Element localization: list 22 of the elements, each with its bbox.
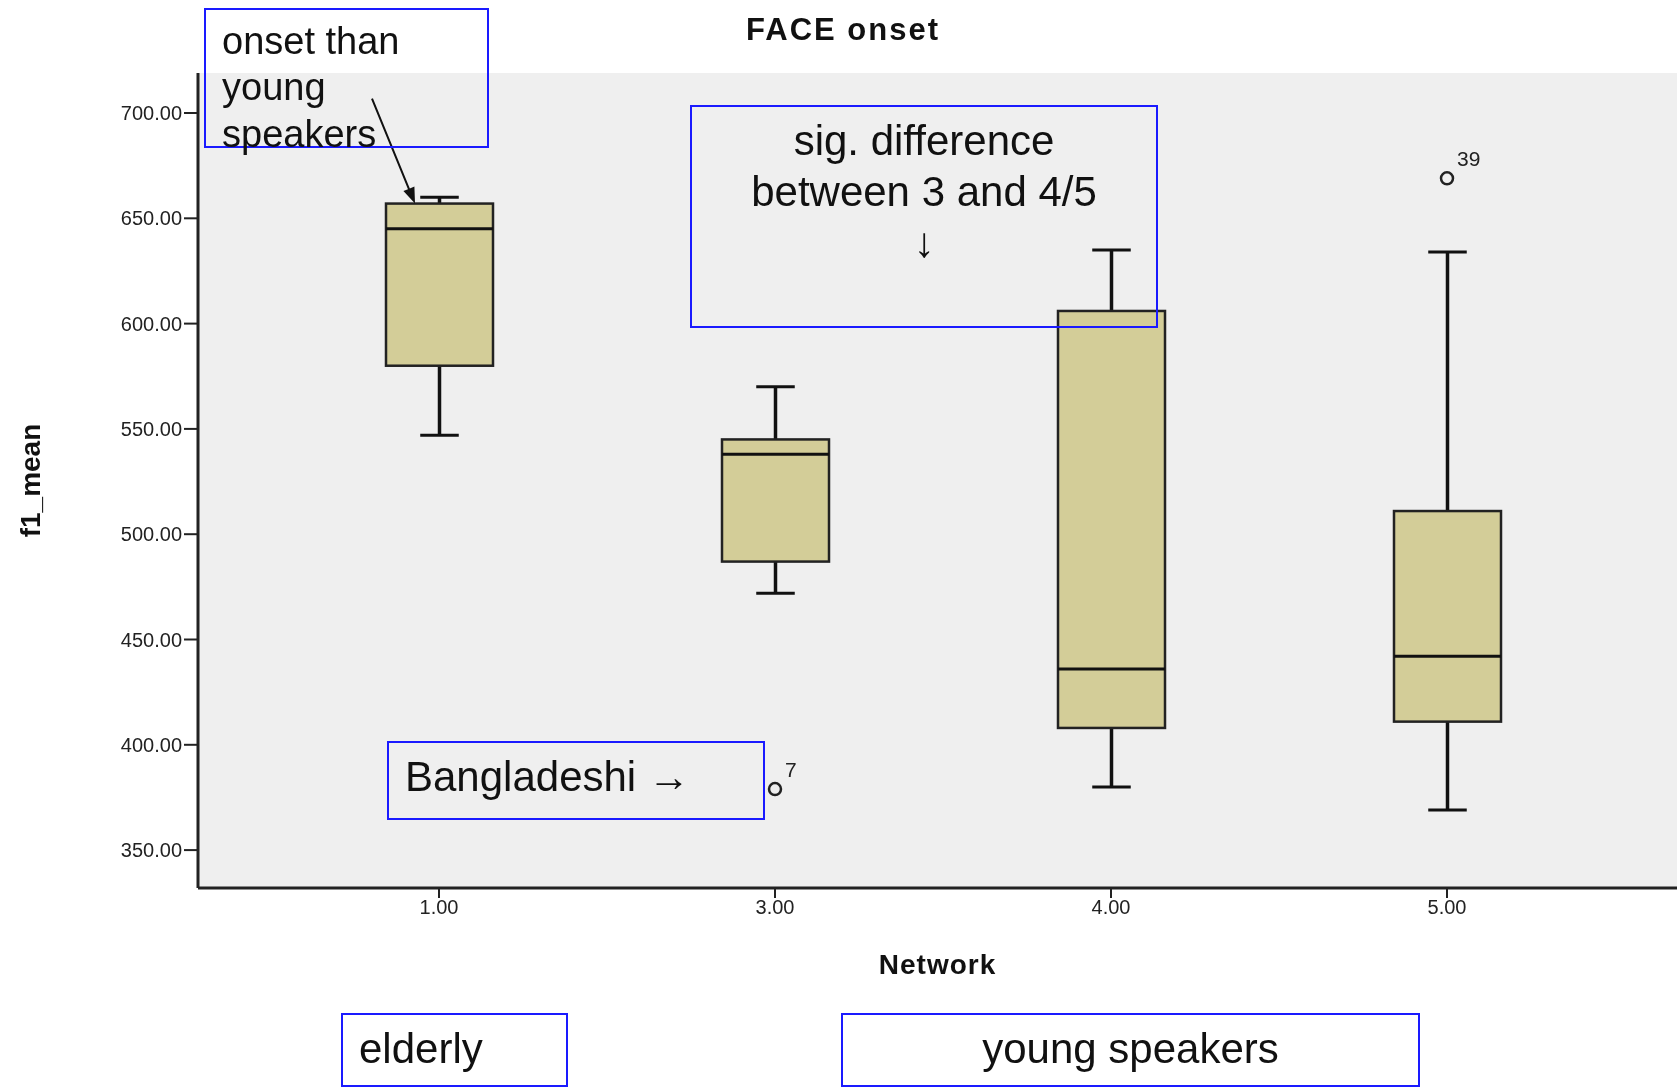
x-tick-label: 1.00 [419,896,459,919]
y-tick-label: 700.00 [120,102,182,125]
annotation: 7 [785,758,797,782]
annotation: Bangladeshi → [387,741,765,820]
annotation: 39 [1457,147,1481,171]
x-tick-label: 3.00 [755,896,795,919]
chart-title: FACE onset [745,12,941,48]
y-tick-label: 350.00 [120,839,182,862]
text: elderly [341,1013,568,1087]
y-tick-label: 400.00 [120,733,182,756]
y-tick-label: 450.00 [120,628,182,651]
y-tick-label: 550.00 [120,418,182,440]
x-tick-label: 4.00 [1091,896,1131,919]
annotation: sig. difference between 3 and 4/5 ↓ [690,105,1158,328]
y-tick-label: 650.00 [120,207,182,230]
y-tick-label: 500.00 [120,523,182,546]
annotation: onset than young speakers [221,19,401,155]
y-tick-label: 600.00 [120,312,182,335]
x-tick-label: 5.00 [1427,896,1467,919]
y-axis-title: f1_mean [14,423,46,538]
text: young speakers [841,1013,1420,1087]
x-axis-title: Network [878,949,997,980]
